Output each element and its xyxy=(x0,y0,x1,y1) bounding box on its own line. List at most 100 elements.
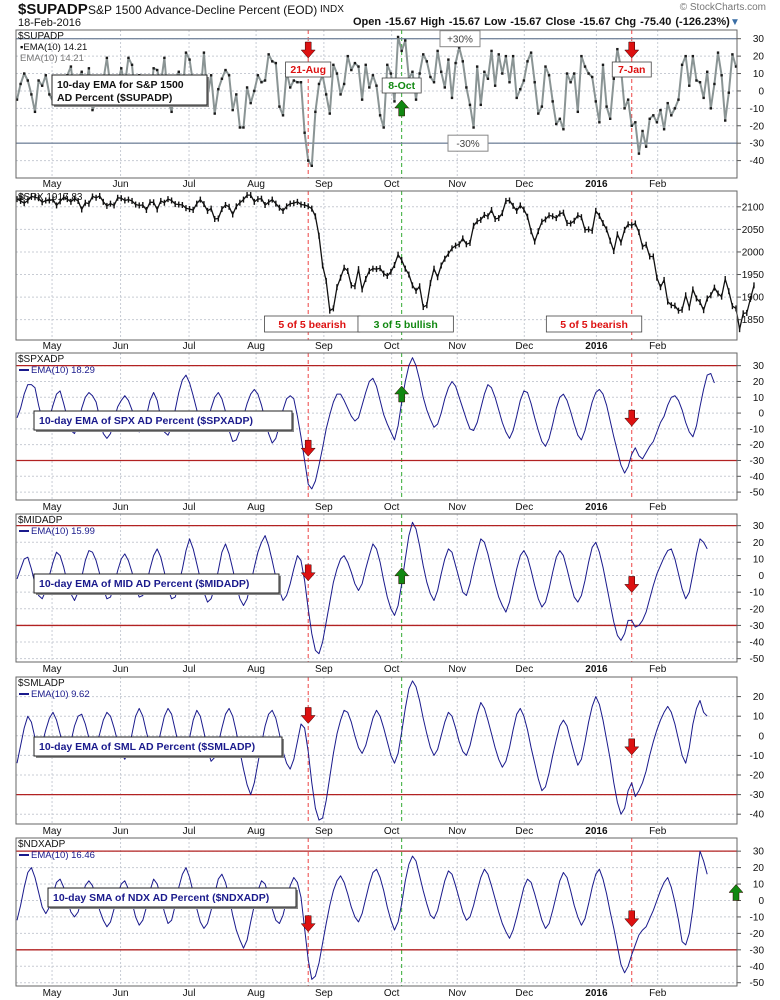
data-point xyxy=(483,70,486,73)
x-axis-label: Jun xyxy=(112,179,128,190)
x-axis-label: Aug xyxy=(247,664,265,675)
y-tick-label: 10 xyxy=(753,393,765,404)
x-axis-label: Sep xyxy=(315,502,333,513)
data-point xyxy=(184,51,188,54)
note-text: 10-day EMA of MID AD Percent ($MIDADP) xyxy=(39,578,249,590)
data-point xyxy=(260,81,263,84)
data-point xyxy=(274,61,278,65)
x-axis-label: Nov xyxy=(448,988,466,999)
data-point xyxy=(475,65,479,68)
data-point xyxy=(400,49,403,53)
x-axis-label: Jun xyxy=(112,502,128,513)
data-point xyxy=(468,103,472,107)
data-point xyxy=(533,81,536,84)
arrow-down-icon xyxy=(624,409,640,427)
header-dropdown-icon[interactable]: ▼ xyxy=(730,17,740,28)
y-tick-label: -20 xyxy=(750,929,765,940)
data-point xyxy=(594,100,597,103)
panel-symbol: $NDXADP xyxy=(18,839,66,850)
data-point xyxy=(526,60,529,63)
legend-entry: EMA(10) 18.29 xyxy=(31,365,95,376)
panel-symbol: $SMLADP xyxy=(18,678,65,689)
signal-label: 5 of 5 bearish xyxy=(278,319,346,331)
data-point xyxy=(626,98,630,101)
data-point xyxy=(281,114,285,117)
data-point xyxy=(386,63,389,67)
data-point xyxy=(217,88,220,91)
data-point xyxy=(591,75,594,79)
y-tick-label: 1900 xyxy=(742,293,765,304)
panel-spx: 2100 2050 2000 1950 1900 1850 $SPX 1917.83⊕ May… xyxy=(15,190,765,352)
x-axis-label: Jun xyxy=(112,988,128,999)
data-point xyxy=(547,74,551,77)
panel-frame xyxy=(15,837,738,987)
data-point xyxy=(335,72,339,75)
note-text: 10-day EMA of SPX AD Percent ($SPXADP) xyxy=(39,415,253,427)
data-point xyxy=(249,101,252,105)
y-tick-label: 20 xyxy=(753,538,765,549)
x-axis-label: May xyxy=(43,179,62,190)
y-tick-label: 30 xyxy=(753,361,765,372)
x-axis-label: Feb xyxy=(649,341,667,352)
y-tick-label: 0 xyxy=(758,571,764,582)
marker-label-box xyxy=(611,61,652,78)
x-axis-label: May xyxy=(43,826,62,837)
data-point xyxy=(317,82,321,86)
y-tick-label: 0 xyxy=(758,86,764,97)
data-point xyxy=(677,98,680,101)
y-tick-label: -10 xyxy=(750,424,765,435)
arrow-down-icon xyxy=(624,576,640,593)
x-axis-label: Feb xyxy=(649,988,667,999)
x-axis-label: 2016 xyxy=(585,179,608,190)
data-point xyxy=(418,72,421,75)
data-point xyxy=(612,77,615,80)
data-point xyxy=(414,98,418,101)
data-point xyxy=(670,114,673,117)
panel-frame xyxy=(15,352,738,501)
data-point xyxy=(314,110,317,114)
series-line xyxy=(16,680,708,821)
data-point xyxy=(105,56,109,60)
data-point xyxy=(616,47,619,51)
x-axis-label: Jul xyxy=(183,664,196,675)
legend-entry: ▪EMA(10) 14.21 xyxy=(20,42,87,53)
data-point xyxy=(501,72,504,75)
note-text: 10-day SMA of NDX AD Percent ($NDXADP) xyxy=(53,892,269,904)
marker-label: 8-Oct xyxy=(388,80,415,92)
data-point xyxy=(644,145,648,148)
y-tick-label: -20 xyxy=(750,604,765,615)
data-point xyxy=(440,70,443,73)
data-point xyxy=(296,81,299,84)
x-axis-label: 2016 xyxy=(585,664,608,675)
data-point xyxy=(540,105,544,108)
x-axis-label: 2016 xyxy=(585,826,608,837)
arrow-down-icon xyxy=(300,564,316,582)
data-point xyxy=(256,74,260,77)
y-tick-label: 2050 xyxy=(742,225,765,236)
y-tick-label: 20 xyxy=(753,52,765,63)
x-axis-label: Dec xyxy=(515,341,533,352)
header-description: S&P 1500 Advance-Decline Percent (EOD) xyxy=(88,3,318,17)
header-quote: Open -15.67 High -15.67 Low -15.67 Close… xyxy=(353,16,730,28)
legend-prefix-icon: ⊕ xyxy=(18,192,26,202)
data-point xyxy=(328,112,331,115)
data-point xyxy=(598,121,601,124)
data-point xyxy=(684,54,687,58)
data-point xyxy=(734,65,738,68)
x-axis-label: Feb xyxy=(649,179,667,190)
x-axis-label: Jul xyxy=(183,179,196,190)
arrow-up-icon xyxy=(728,884,744,901)
data-point xyxy=(120,67,123,70)
x-axis-label: Sep xyxy=(315,179,333,190)
data-point xyxy=(15,98,19,101)
data-point xyxy=(245,86,249,89)
x-axis-label: Oct xyxy=(384,826,400,837)
data-point xyxy=(389,72,393,75)
panel-symbol: $MIDADP xyxy=(18,515,63,526)
data-point xyxy=(271,60,274,63)
data-point xyxy=(436,49,439,53)
marker-label: 21-Aug xyxy=(290,64,326,76)
